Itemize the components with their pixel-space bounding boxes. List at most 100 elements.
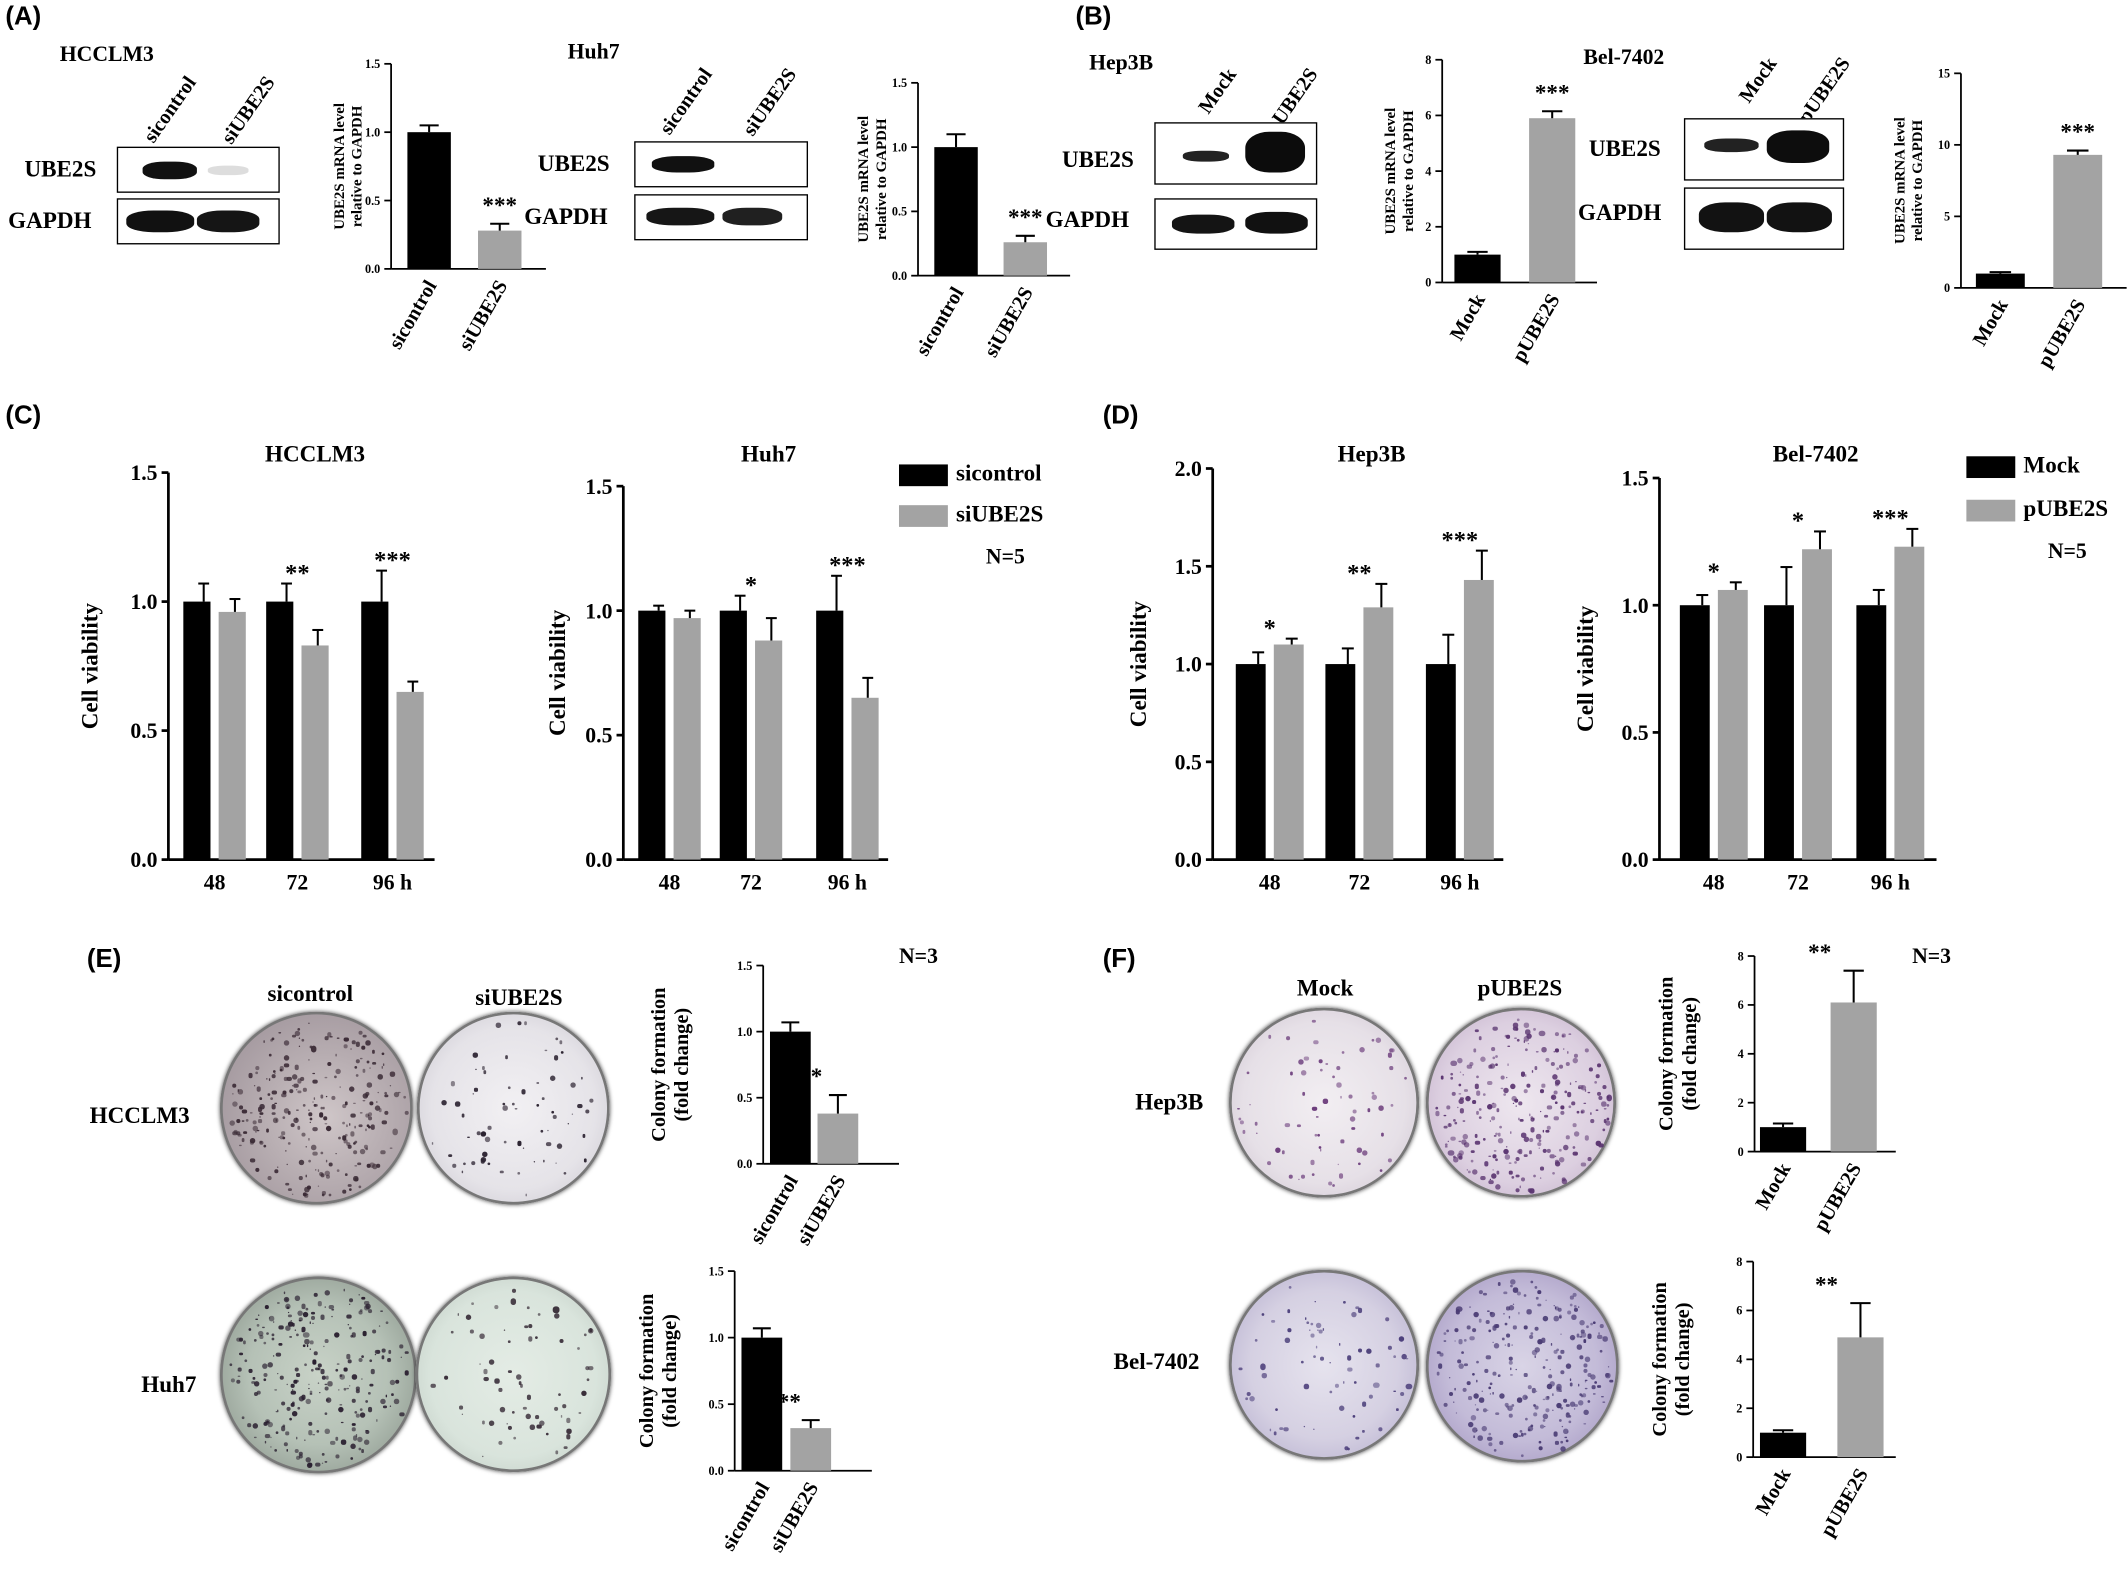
colony-dot [1519, 1118, 1524, 1123]
colony-dot [465, 1314, 471, 1321]
colony-dot [308, 1112, 313, 1117]
significance-marker: *** [1442, 527, 1479, 554]
colony-dot [342, 1189, 347, 1194]
colony-dot [237, 1089, 243, 1095]
chart-title: Bel-7402 [1773, 441, 1859, 467]
colony-dot [500, 1170, 504, 1174]
colony-dot [1533, 1173, 1537, 1178]
colony-dot [1556, 1402, 1562, 1409]
colony-dot [1536, 1134, 1541, 1139]
colony-dot [1582, 1362, 1588, 1368]
colony-dot [1479, 1056, 1486, 1062]
colony-dot [1474, 1404, 1477, 1407]
significance-marker: ** [799, 1063, 822, 1089]
colony-dot [325, 1375, 330, 1380]
colony-dot [1473, 1311, 1479, 1318]
colony-dot [324, 1290, 331, 1296]
y-axis-label: Cell viability [1572, 605, 1598, 732]
colony-dot [312, 1322, 315, 1325]
colony-dot [1310, 1333, 1314, 1338]
colony-dot [330, 1440, 336, 1446]
colony-dot [1474, 1028, 1479, 1032]
colony-dot [1534, 1355, 1537, 1358]
colony-dot [369, 1066, 371, 1069]
colony-dot [241, 1119, 245, 1123]
colony-dot [1550, 1343, 1553, 1346]
colony-dot [1520, 1071, 1526, 1077]
colony-dot [356, 1436, 363, 1443]
colony-dot [1605, 1372, 1610, 1378]
colony-dot [292, 1034, 296, 1038]
colony-dot [1331, 1184, 1335, 1187]
colony-dot [1362, 1150, 1368, 1157]
bar [1454, 254, 1501, 283]
colony-dot [288, 1335, 292, 1339]
colony-dot [1399, 1391, 1405, 1397]
colony-dot [1563, 1398, 1568, 1403]
colony-dot [303, 1332, 309, 1338]
y-tick-label: 5 [1944, 210, 1950, 224]
western-blot-gapdh [1154, 198, 1318, 250]
colony-dot [1489, 1392, 1492, 1395]
colony-dot [348, 1326, 353, 1330]
colony-dot [1309, 1322, 1313, 1326]
colony-dot [276, 1431, 279, 1434]
colony-dot [1606, 1103, 1610, 1108]
blot-row-label: GAPDH [1045, 206, 1130, 233]
y-axis-label: (fold change) [1672, 1303, 1694, 1417]
colony-dot [1529, 1188, 1534, 1194]
colony-dot [1554, 1306, 1557, 1309]
colony-dot [398, 1091, 401, 1094]
colony-dot [1379, 1168, 1382, 1172]
colony-dot [1497, 1133, 1501, 1137]
colony-dot [239, 1105, 244, 1110]
colony-dot [1515, 1369, 1517, 1371]
colony-dot [287, 1187, 292, 1192]
colony-dot [307, 1383, 310, 1386]
colony-dot [269, 1053, 272, 1056]
colony-dot [1468, 1396, 1472, 1400]
colony-dot [320, 1094, 324, 1099]
colony-dot [1596, 1063, 1602, 1068]
bar [1759, 1432, 1807, 1458]
bar [407, 132, 451, 269]
colony-dot [335, 1369, 338, 1372]
y-tick-label: 1.5 [585, 475, 612, 499]
colony-dot [315, 1461, 321, 1467]
colony-dot [1490, 1047, 1495, 1052]
colony-dot [1584, 1387, 1588, 1390]
colony-dot [334, 1332, 340, 1338]
colony-dot [324, 1306, 327, 1308]
colony-dot [525, 1413, 532, 1420]
colony-dot [1322, 1328, 1325, 1331]
colony-dot [341, 1103, 347, 1109]
colony-dot [1434, 1111, 1440, 1116]
colony-dot [236, 1119, 241, 1124]
colony-dot [328, 1304, 334, 1310]
colony-dot [352, 1436, 358, 1441]
colony-dot [513, 1437, 517, 1441]
bar [790, 1428, 832, 1471]
colony-dot [314, 1350, 319, 1355]
colony-dot [281, 1400, 286, 1406]
colony-dot [1521, 1177, 1526, 1182]
colony-dot [1301, 1070, 1307, 1076]
colony-dot [1508, 1045, 1510, 1048]
colony-dot [1553, 1316, 1559, 1321]
colony-dot [1474, 1134, 1478, 1138]
colony-dot [1517, 1039, 1520, 1043]
colony-dot [1555, 1048, 1560, 1053]
colony-dot [265, 1077, 268, 1080]
y-axis-label: UBE2S mRNA level [1892, 117, 1908, 244]
colony-dot [1553, 1116, 1559, 1121]
y-axis-label: UBE2S mRNA level [856, 116, 872, 243]
colony-column-label: pUBE2S [1477, 975, 1563, 1001]
colony-dot [1603, 1107, 1607, 1111]
colony-dot [1238, 1366, 1243, 1371]
colony-dot [358, 1185, 362, 1189]
colony-dot [285, 1150, 287, 1152]
colony-dot [292, 1388, 294, 1391]
colony-dot [268, 1077, 271, 1081]
colony-dot [538, 1420, 545, 1427]
x-category-label: siUBE2S [766, 1479, 824, 1557]
